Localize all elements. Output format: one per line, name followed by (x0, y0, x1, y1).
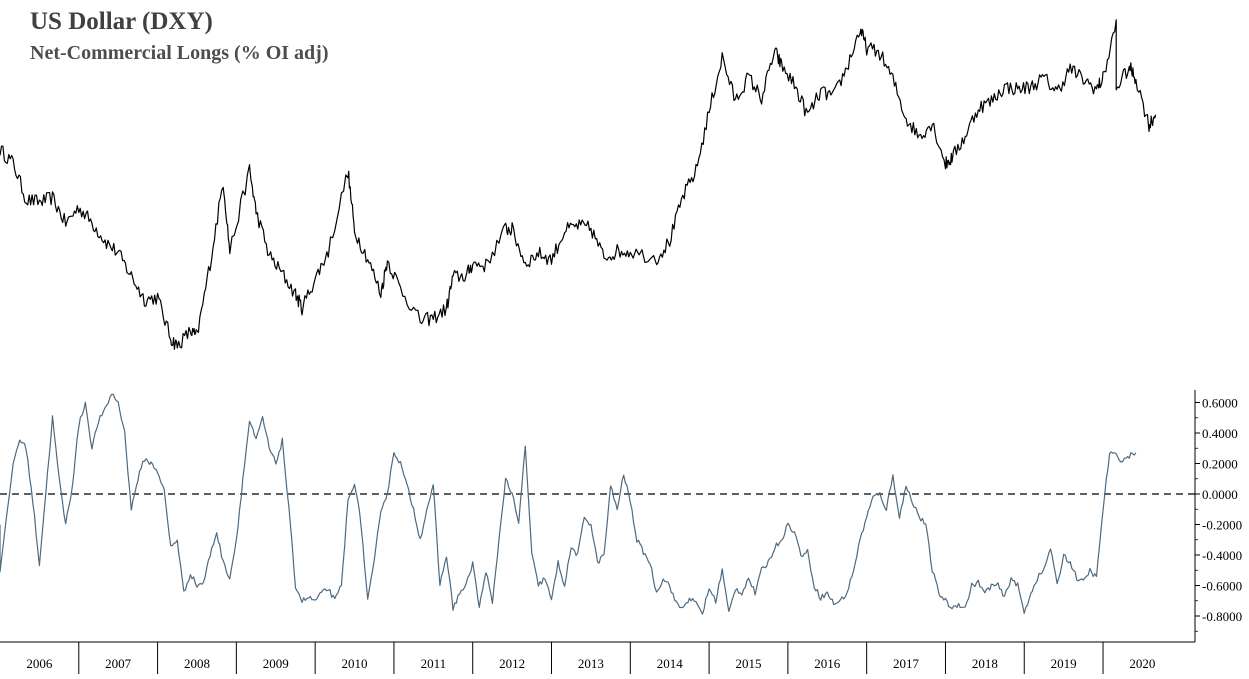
x-tick-label: 2014 (657, 656, 684, 671)
x-tick-label: 2006 (26, 656, 53, 671)
y-tick-label: -0.4000 (1202, 548, 1242, 563)
x-tick-label: 2018 (972, 656, 998, 671)
x-tick-label: 2011 (421, 656, 447, 671)
x-tick-label: 2008 (184, 656, 210, 671)
net-commercial-series-line (0, 393, 1137, 615)
dxy-series-line (0, 19, 1157, 350)
x-tick-label: 2007 (105, 656, 132, 671)
chart-title: US Dollar (DXY) (30, 8, 213, 35)
chart-subtitle: Net-Commercial Longs (% OI adj) (30, 42, 329, 64)
y-tick-label: 0.4000 (1202, 426, 1238, 441)
x-tick-label: 2012 (499, 656, 525, 671)
y-tick-label: -0.8000 (1202, 609, 1242, 624)
x-tick-label: 2019 (1051, 656, 1077, 671)
y-tick-label: 0.2000 (1202, 457, 1238, 472)
y-tick-label: -0.2000 (1202, 518, 1242, 533)
x-tick-label: 2015 (735, 656, 761, 671)
y-tick-label: 0.0000 (1202, 487, 1238, 502)
x-tick-label: 2020 (1129, 656, 1155, 671)
x-tick-label: 2013 (578, 656, 604, 671)
x-tick-label: 2010 (342, 656, 368, 671)
y-tick-label: 0.6000 (1202, 396, 1238, 411)
x-tick-label: 2016 (814, 656, 841, 671)
x-tick-label: 2009 (263, 656, 289, 671)
y-tick-label: -0.6000 (1202, 579, 1242, 594)
x-tick-label: 2017 (893, 656, 920, 671)
